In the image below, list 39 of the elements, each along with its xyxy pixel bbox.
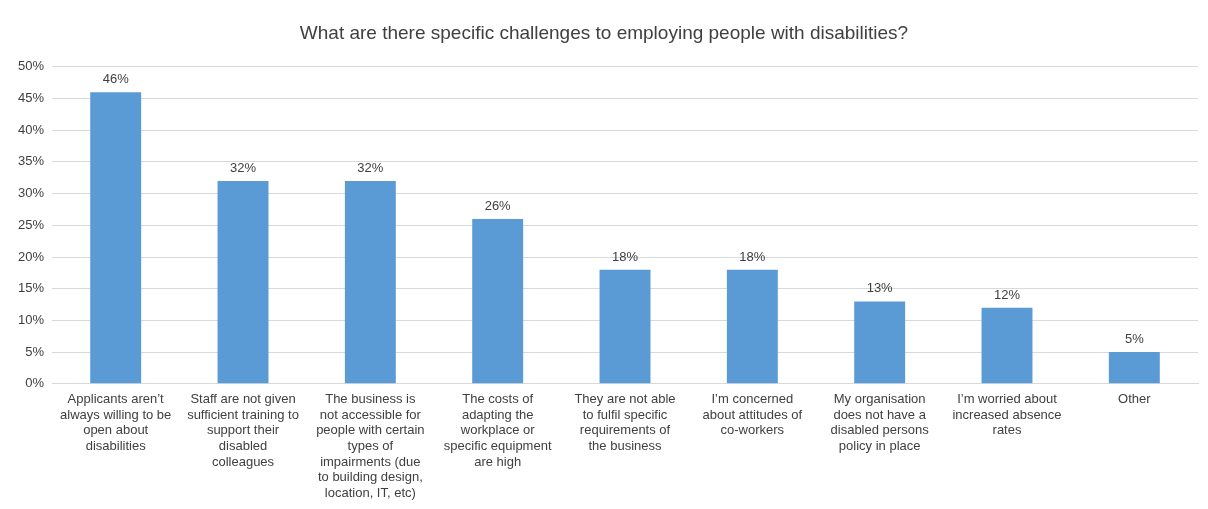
y-tick-label: 20% <box>17 248 45 264</box>
y-tick-label: 50% <box>17 58 45 74</box>
y-tick-label: 30% <box>17 185 45 201</box>
x-tick-label: Other <box>1118 391 1152 407</box>
y-tick-label: 40% <box>17 121 45 137</box>
bar <box>726 269 778 384</box>
bar <box>472 218 524 384</box>
bar <box>90 92 142 384</box>
x-tick-label: Applicants aren’t always willing to be open about disabilities <box>60 391 172 453</box>
data-label: 46% <box>102 71 130 87</box>
bar <box>1108 352 1160 384</box>
x-tick-label: They are not able to fulfil specific requirements of the business <box>574 391 676 453</box>
bar <box>599 269 651 384</box>
data-label: 26% <box>484 198 512 214</box>
x-tick-label: The costs of adapting the workplace or specific equipment are high <box>443 391 552 469</box>
x-tick-label: The business is not accessible for people with certain types of impairments (due to building design, location, IT, etc) <box>316 391 425 500</box>
y-tick-label: 10% <box>17 311 45 327</box>
bar <box>217 180 269 384</box>
x-tick-label: I’m concerned about attitudes of co-workers <box>702 391 803 438</box>
bar <box>981 307 1033 384</box>
y-tick-label: 5% <box>25 343 45 359</box>
y-tick-label: 15% <box>17 280 45 296</box>
y-tick-label: 35% <box>17 153 45 169</box>
x-tick-label: I’m worried about increased absence rates <box>952 391 1062 438</box>
bar <box>854 301 906 384</box>
data-label: 32% <box>230 160 257 175</box>
y-tick-label: 25% <box>17 216 45 232</box>
data-label: 18% <box>611 248 639 264</box>
chart-title: What are there specific challenges to employing people with disabilities? <box>299 21 909 43</box>
data-label: 13% <box>866 280 894 296</box>
data-label: 32% <box>357 160 384 175</box>
y-tick-label: 45% <box>17 90 45 106</box>
bar <box>344 180 396 384</box>
x-tick-label: Staff are not given sufficient training to support their disabled colleagues <box>187 391 299 469</box>
data-label: 12% <box>993 286 1021 302</box>
data-label: 5% <box>1124 331 1145 347</box>
data-label: 18% <box>739 248 766 264</box>
x-tick-label: My organisation does not have a disabled persons policy in place <box>830 391 930 453</box>
y-tick-label: 0% <box>25 375 45 391</box>
